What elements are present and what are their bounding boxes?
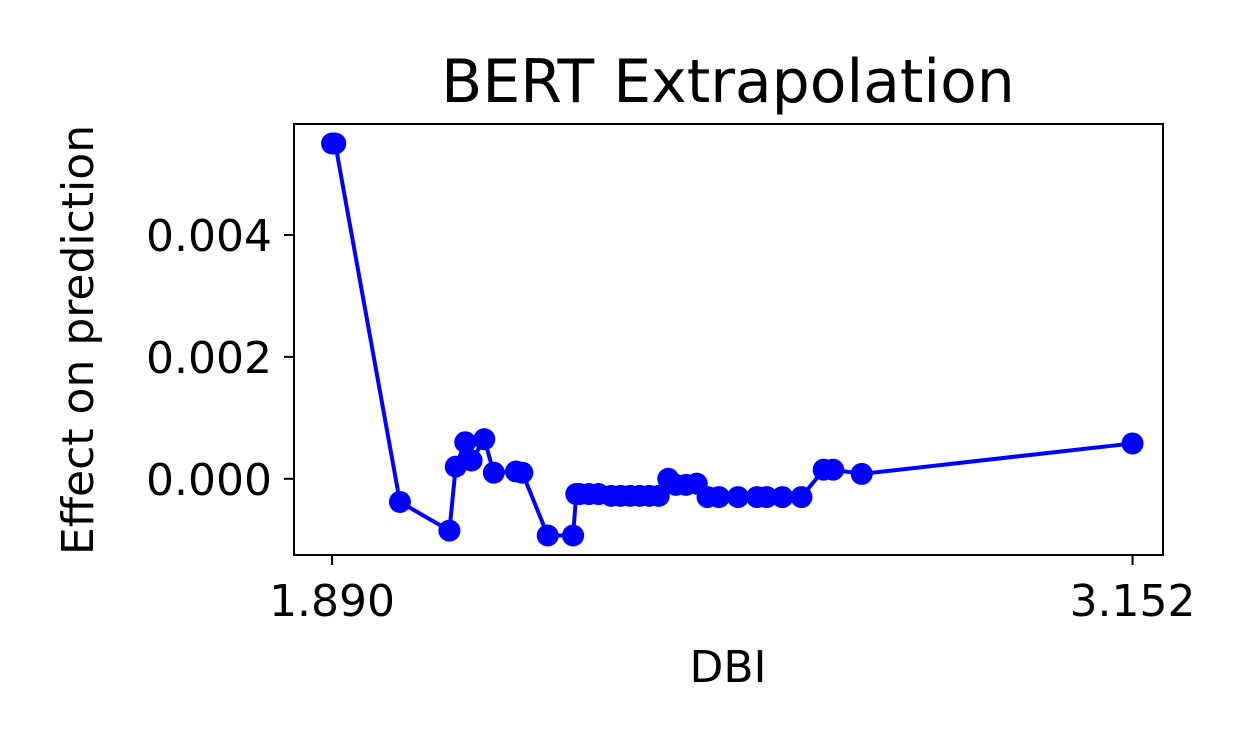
plot-area: [321, 132, 1144, 547]
y-tick-label: 0.004: [146, 211, 272, 262]
data-point: [850, 462, 873, 485]
plot-frame: [293, 123, 1164, 556]
data-point: [562, 524, 585, 547]
data-point: [454, 431, 477, 454]
y-axis-label: Effect on prediction: [53, 125, 104, 555]
data-point: [324, 132, 347, 155]
data-point: [790, 486, 813, 509]
x-tick-label: 3.152: [1070, 576, 1196, 627]
data-point: [771, 486, 794, 509]
data-point: [473, 428, 496, 451]
data-point: [647, 484, 670, 507]
y-axis: 0.000 0.002 0.004: [146, 211, 294, 506]
data-point: [727, 486, 750, 509]
data-point: [460, 449, 483, 472]
data-point: [707, 486, 730, 509]
data-point: [822, 458, 845, 481]
x-tick-label: 1.890: [269, 576, 395, 627]
data-point: [1121, 432, 1144, 455]
data-point: [536, 524, 559, 547]
y-tick-label: 0.002: [146, 333, 272, 384]
chart-title: BERT Extrapolation: [441, 47, 1015, 117]
data-point: [388, 490, 411, 513]
data-point: [511, 461, 534, 484]
data-point: [438, 519, 461, 542]
data-point: [482, 461, 505, 484]
x-axis: 1.890 3.152: [269, 555, 1196, 627]
x-axis-label: DBI: [689, 642, 766, 693]
y-tick-label: 0.000: [146, 455, 272, 506]
data-point: [755, 486, 778, 509]
